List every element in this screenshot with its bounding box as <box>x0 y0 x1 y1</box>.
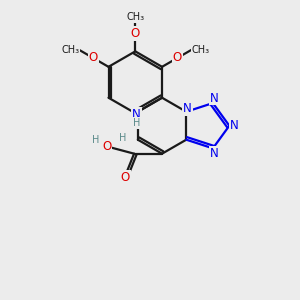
Text: H: H <box>92 135 100 145</box>
Text: O: O <box>102 140 111 153</box>
Text: N: N <box>132 108 141 121</box>
Text: N: N <box>210 92 219 104</box>
Text: N: N <box>210 147 219 160</box>
Text: CH₃: CH₃ <box>61 45 79 55</box>
Text: CH₃: CH₃ <box>191 45 209 55</box>
Text: O: O <box>131 27 140 40</box>
Text: CH₃: CH₃ <box>126 13 144 22</box>
Text: O: O <box>88 52 98 64</box>
Text: N: N <box>183 102 192 115</box>
Text: H: H <box>133 118 140 128</box>
Text: N: N <box>230 119 239 132</box>
Text: O: O <box>173 52 182 64</box>
Text: O: O <box>121 171 130 184</box>
Text: H: H <box>118 134 126 143</box>
